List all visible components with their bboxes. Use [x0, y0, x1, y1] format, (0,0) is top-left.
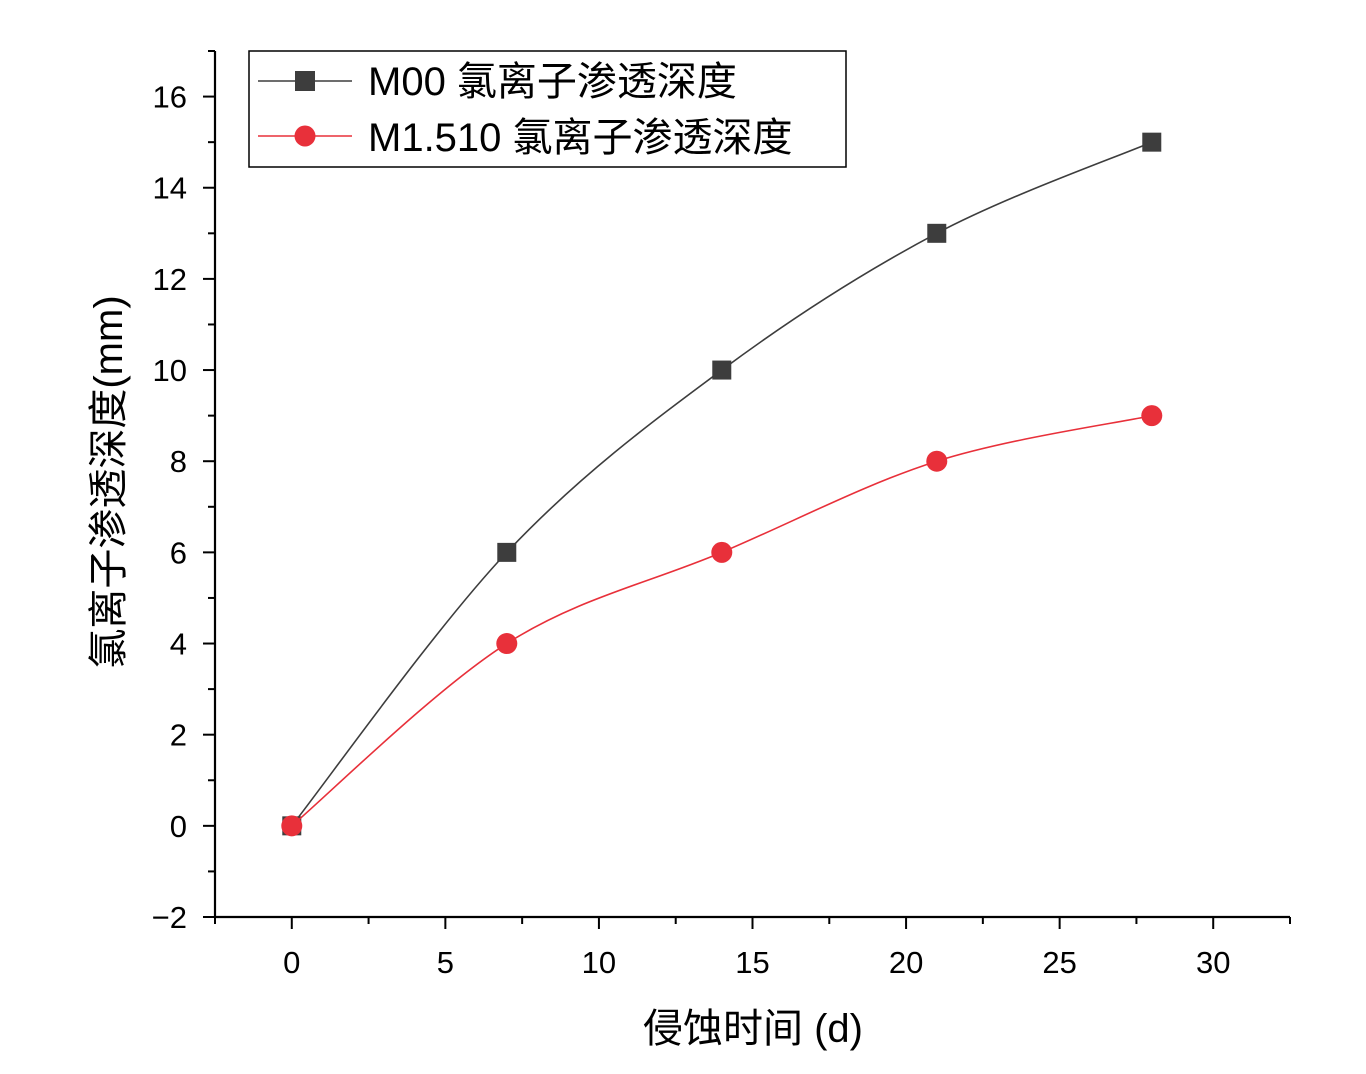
x-tick-label: 15	[735, 945, 769, 980]
y-tick-label: 10	[153, 353, 187, 388]
x-tick-label: 10	[582, 945, 616, 980]
legend-marker-m00	[295, 71, 315, 91]
y-tick-label: 2	[170, 718, 187, 753]
x-tick-label: 30	[1196, 945, 1230, 980]
y-axis-title: 氯离子渗透深度(mm)	[87, 295, 131, 668]
legend-box	[248, 50, 847, 168]
data-point-square	[927, 223, 947, 243]
y-tick-label: −2	[152, 900, 187, 935]
y-tick-label: 0	[170, 809, 187, 844]
legend-label-m00: M00 氯离子渗透深度	[368, 60, 737, 104]
data-point-circle	[711, 541, 733, 563]
data-point-circle	[926, 450, 948, 472]
x-tick-label: 25	[1042, 945, 1076, 980]
x-tick-label: 20	[889, 945, 923, 980]
y-tick-label: 8	[170, 444, 187, 479]
legend-marker-m1510	[294, 125, 316, 147]
legend-label-m1510: M1.510 氯离子渗透深度	[368, 116, 793, 160]
x-axis-title: 侵蚀时间 (d)	[643, 1007, 863, 1051]
x-tick-label: 5	[437, 945, 454, 980]
data-point-circle	[281, 815, 303, 837]
y-tick-label: 6	[170, 535, 187, 570]
series-line-0	[291, 141, 1153, 827]
legend: M00 氯离子渗透深度 M1.510 氯离子渗透深度	[248, 50, 847, 168]
y-tick-label: 14	[153, 171, 187, 206]
data-point-circle	[1141, 405, 1163, 427]
y-tick-label: 12	[153, 262, 187, 297]
data-point-square	[1142, 132, 1162, 152]
axes-layer: 0 5 10 15 20 25 30 −2 0 2 4 6 8 10 12 14 16	[152, 50, 1291, 980]
x-tick-label: 0	[283, 945, 300, 980]
y-tick-label: 16	[153, 80, 187, 115]
y-tick-label: 4	[170, 627, 187, 662]
series-layer	[281, 132, 1163, 837]
data-point-square	[497, 542, 517, 562]
data-point-square	[712, 360, 732, 380]
data-point-circle	[496, 633, 518, 655]
